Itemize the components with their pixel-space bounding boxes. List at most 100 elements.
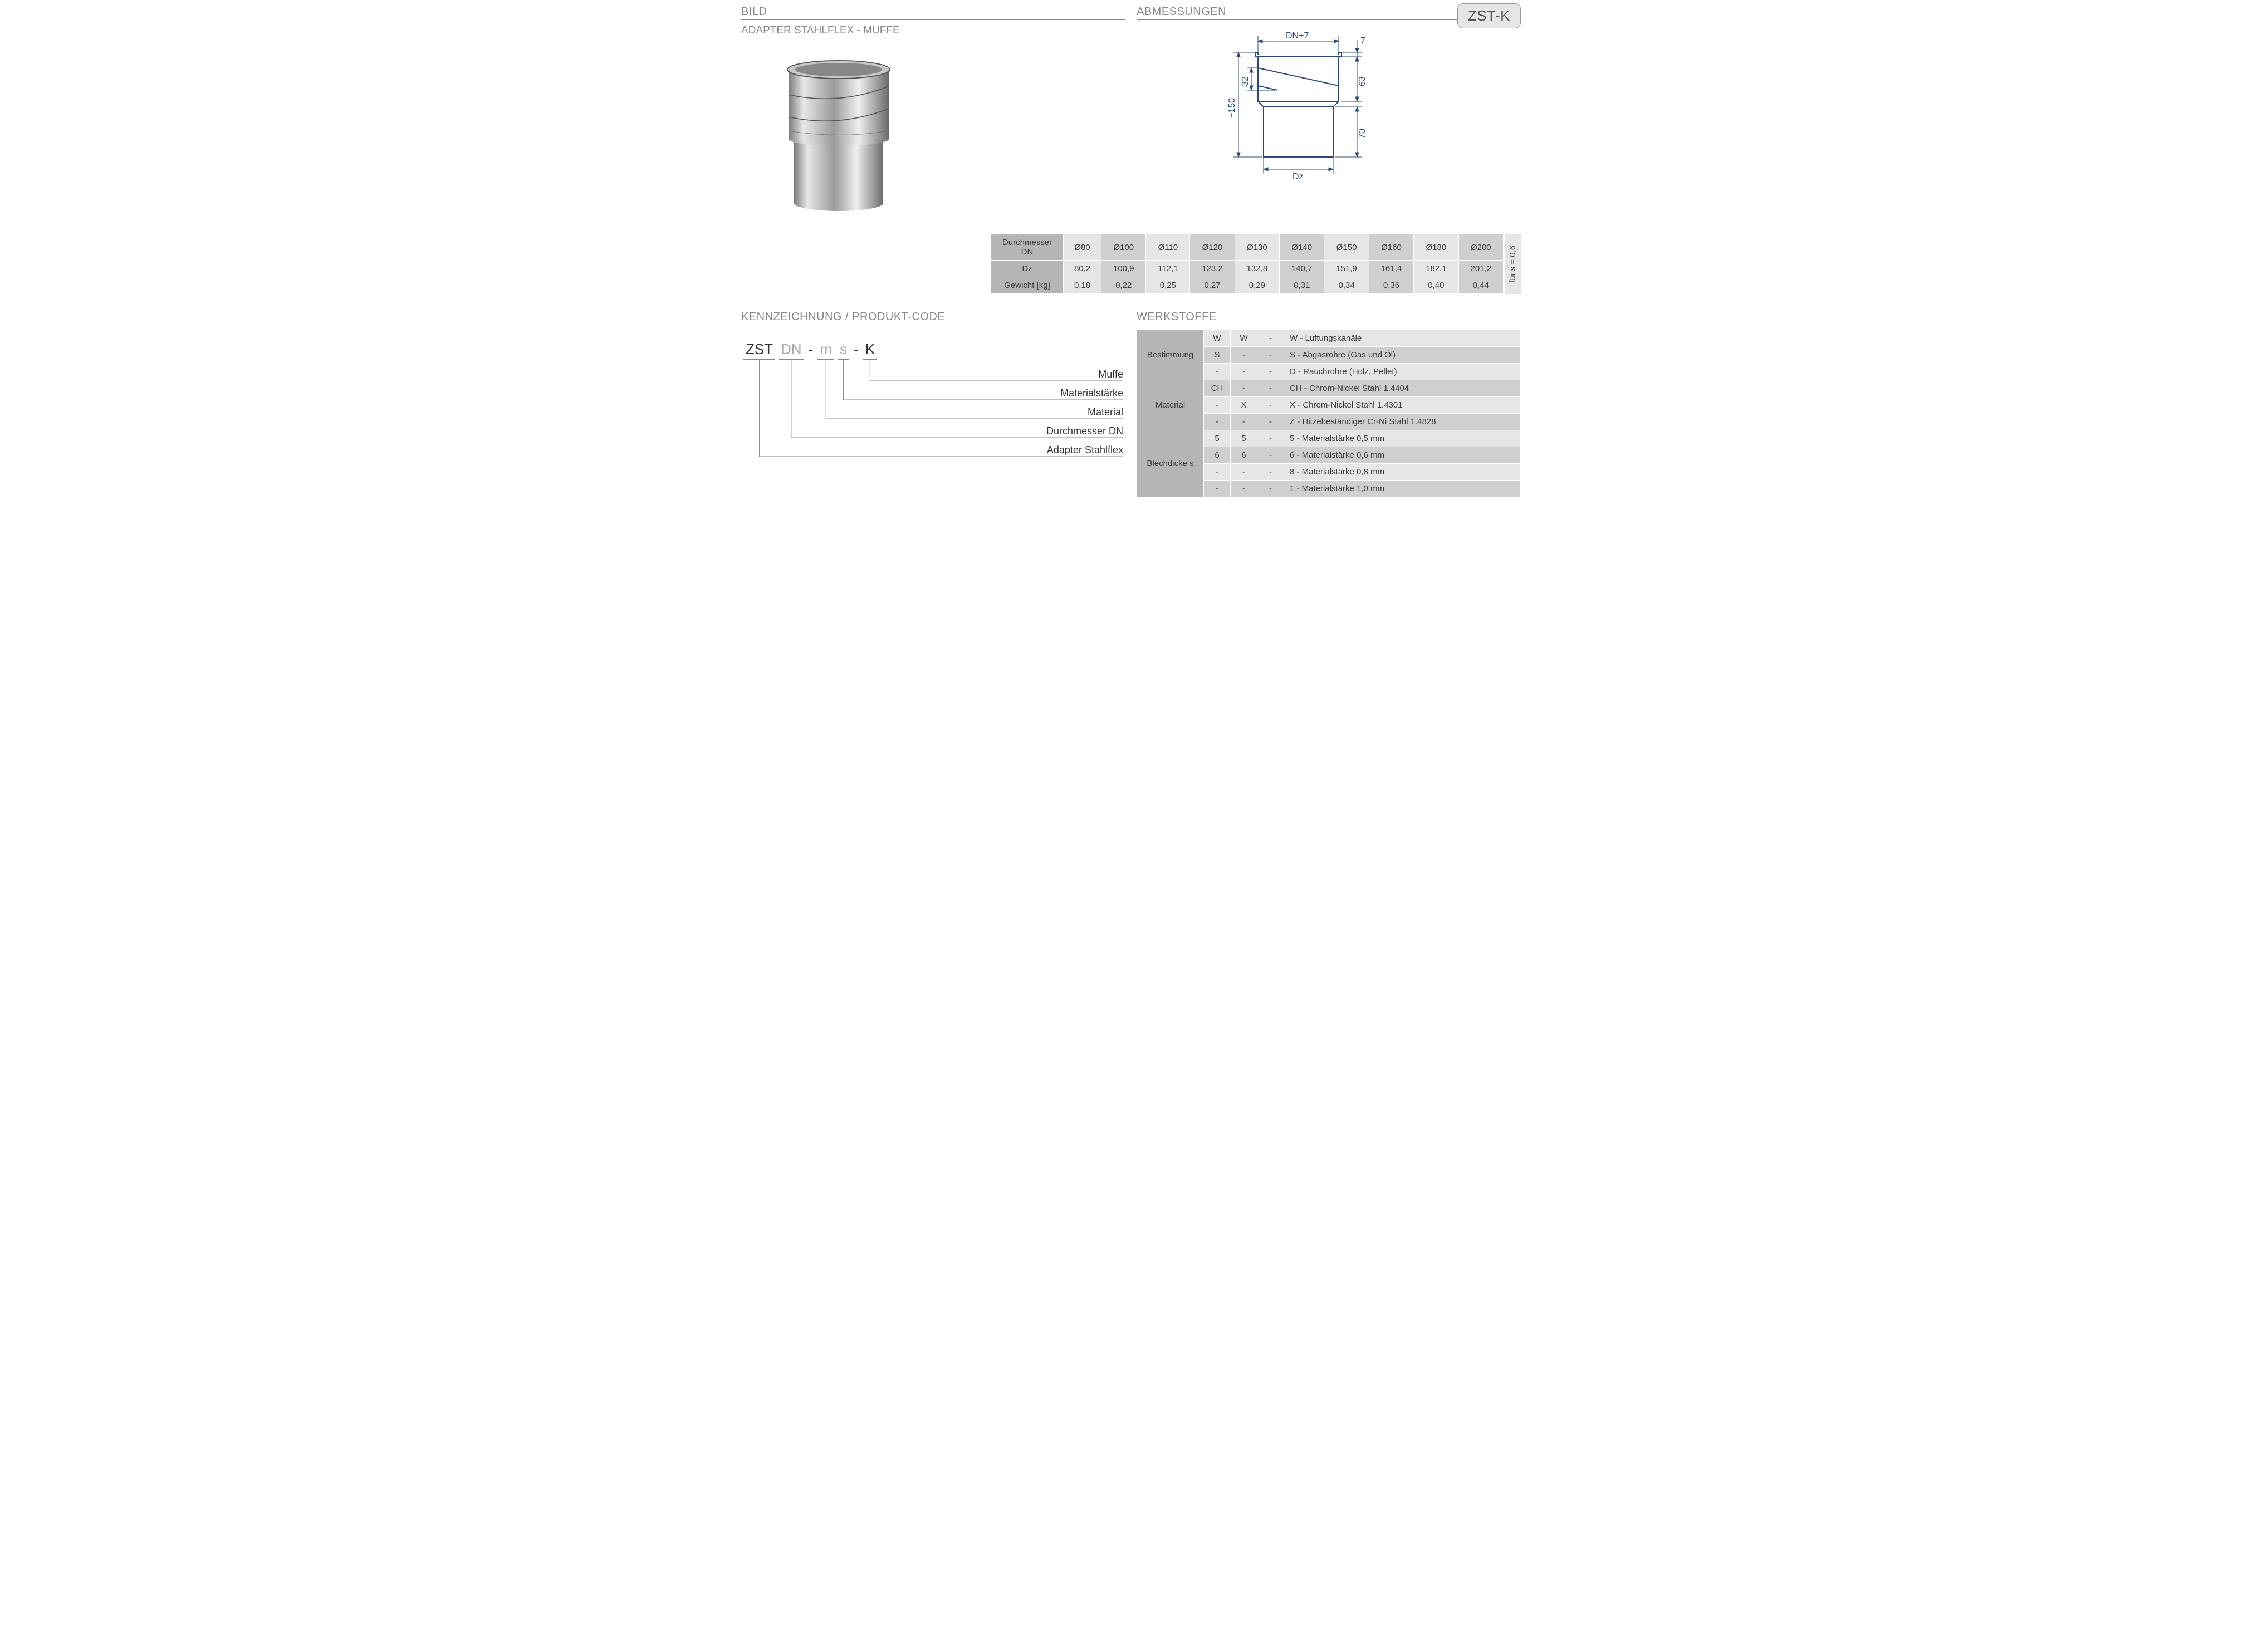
materials-table: BestimmungWW-W - LuftungskanäleS--S - Ab… [1137,330,1521,497]
code-legend-label: Materialstärke [1060,388,1123,399]
material-code-cell: - [1204,481,1231,497]
material-code-cell: - [1204,364,1231,380]
code-block: ZSTDN-ms-K MuffeMaterialstärkeMaterialDu… [741,330,1125,478]
material-code-cell: 5 [1204,430,1231,447]
material-group-label: Blechdicke s [1137,430,1204,497]
page: BILD ADAPTER STAHLFLEX - MUFFE [741,6,1521,497]
dim-cell: 112,1 [1146,261,1190,277]
bottom-row: KENNZEICHNUNG / PRODUKT-CODE ZSTDN-ms-K … [741,311,1521,497]
dim-cell: 132,8 [1235,261,1279,277]
dim-cell: 0,27 [1190,277,1235,294]
material-group-label: Bestimmung [1137,330,1204,380]
code-separator: - [853,341,860,358]
material-code-cell: - [1257,447,1284,464]
material-desc-cell: D - Rauchrohre (Holz, Pellet) [1284,364,1521,380]
material-desc-cell: 1 - Materialstärke 1,0 mm [1284,481,1521,497]
dim-row-label: Durchmesser DN [991,234,1064,261]
product-code-badge: ZST-K [1457,3,1521,28]
dim-cell: 0,31 [1280,277,1324,294]
dim-col-header: Ø180 [1414,234,1458,261]
material-code-cell: - [1231,414,1257,430]
code-column: KENNZEICHNUNG / PRODUKT-CODE ZSTDN-ms-K … [741,311,1125,497]
dim-cell: 0,34 [1324,277,1369,294]
dim-cell: 201,2 [1458,261,1503,277]
dim-70: 70 [1358,129,1367,139]
code-segment: DN [779,341,804,360]
material-code-cell: - [1204,464,1231,481]
material-desc-cell: W - Luftungskanäle [1284,330,1521,347]
dim-col-header: Ø150 [1324,234,1369,261]
dim-cell: 123,2 [1190,261,1235,277]
code-segment: m [817,341,834,360]
material-code-cell: - [1257,380,1284,397]
dimensions-table: Durchmesser DNØ80Ø100Ø110Ø120Ø130Ø140Ø15… [991,234,1504,294]
material-code-cell: - [1231,481,1257,497]
material-code-cell: 5 [1231,430,1257,447]
technical-drawing: DN+7 Dz ~1 [1137,24,1457,197]
code-separator: - [807,341,815,358]
dim-dn7: DN+7 [1286,31,1309,41]
material-code-cell: 6 [1204,447,1231,464]
dim-cell: 140,7 [1280,261,1324,277]
material-code-cell: S [1204,347,1231,364]
werkstoffe-header: WERKSTOFFE [1137,311,1521,325]
material-code-cell: - [1204,414,1231,430]
material-code-cell: - [1204,397,1231,414]
material-code-cell: W [1204,330,1231,347]
dimensions-table-wrap: Durchmesser DNØ80Ø100Ø110Ø120Ø130Ø140Ø15… [741,234,1521,294]
material-code-cell: - [1231,347,1257,364]
code-segment: s [838,341,849,360]
code-segment: ZST [743,341,775,360]
code-legend-label: Durchmesser DN [1046,425,1123,437]
material-desc-cell: 5 - Materialstärke 0,5 mm [1284,430,1521,447]
dim-col-header: Ø160 [1369,234,1413,261]
dim-cell: 0,29 [1235,277,1279,294]
dim-col-header: Ø120 [1190,234,1235,261]
dim-cell: 151,9 [1324,261,1369,277]
material-code-cell: CH [1204,380,1231,397]
dim-cell: 0,40 [1414,277,1458,294]
material-code-cell: - [1257,397,1284,414]
material-group-label: Material [1137,380,1204,430]
kennzeichnung-header: KENNZEICHNUNG / PRODUKT-CODE [741,311,1125,325]
material-code-cell: - [1257,364,1284,380]
code-legend-label: Material [1088,406,1123,418]
dim-col-header: Ø110 [1146,234,1190,261]
material-code-cell: - [1257,430,1284,447]
dim-cell: 0,18 [1064,277,1101,294]
dim-col-header: Ø80 [1064,234,1101,261]
material-code-cell: W [1231,330,1257,347]
werkstoffe-column: WERKSTOFFE BestimmungWW-W - Luftungskanä… [1137,311,1521,497]
material-desc-cell: S - Abgasrohre (Gas und Öl) [1284,347,1521,364]
material-code-cell: - [1257,464,1284,481]
subtitle: ADAPTER STAHLFLEX - MUFFE [741,24,1125,37]
material-code-cell: 6 [1231,447,1257,464]
dim-row-label: Dz [991,261,1064,277]
material-code-cell: - [1231,380,1257,397]
material-code-cell: X [1231,397,1257,414]
dim-col-header: Ø140 [1280,234,1324,261]
dim-cell: 0,44 [1458,277,1503,294]
dim-32: 32 [1241,76,1250,86]
dim-col-header: Ø100 [1101,234,1146,261]
adapter-illustration-icon [775,53,903,214]
material-code-cell: - [1231,464,1257,481]
abmessungen-header: ABMESSUNGEN ZST-K [1137,6,1521,20]
dim-row-label: Gewicht [kg] [991,277,1064,294]
dim-7: 7 [1360,36,1365,46]
dim-150: ~150 [1227,98,1237,118]
material-desc-cell: X - Chrom-Nickel Stahl 1.4301 [1284,397,1521,414]
dim-cell: 100,9 [1101,261,1146,277]
code-line: ZSTDN-ms-K [741,341,1125,360]
dim-63: 63 [1358,76,1367,86]
code-legend-label: Adapter Stahlflex [1047,444,1123,455]
dim-cell: 161,4 [1369,261,1413,277]
code-legend-label: Muffe [1098,369,1123,380]
dim-cell: 80,2 [1064,261,1101,277]
material-desc-cell: CH - Chrom-Nickel Stahl 1.4404 [1284,380,1521,397]
dim-col-header: Ø200 [1458,234,1503,261]
dim-dz: Dz [1292,172,1304,182]
dim-cell: 182,1 [1414,261,1458,277]
code-segment: K [863,341,877,360]
material-code-cell: - [1257,481,1284,497]
